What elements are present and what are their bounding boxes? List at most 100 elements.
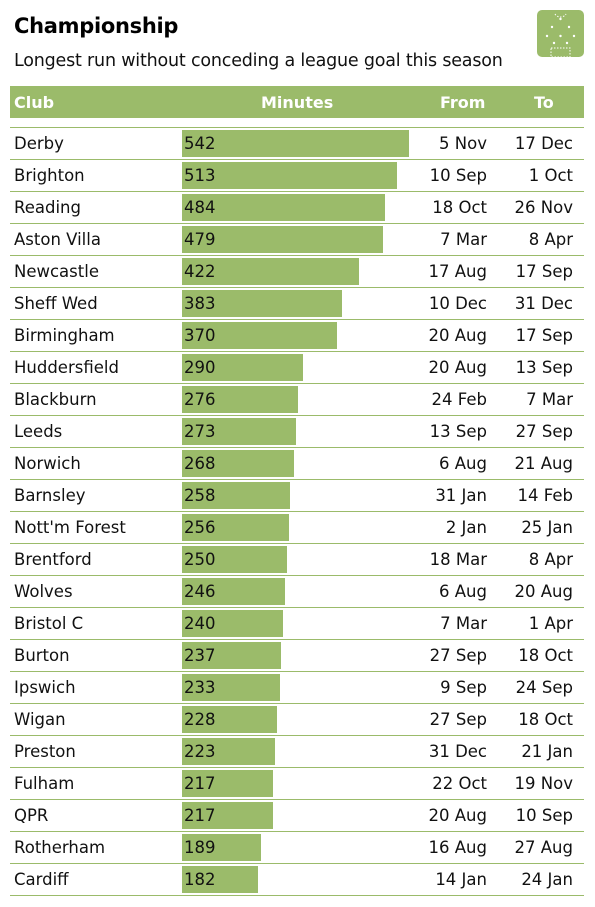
club-name: Birmingham	[14, 326, 115, 345]
table-row: Wolves 246 6 Aug 20 Aug	[10, 575, 584, 607]
header-from: From	[440, 93, 486, 112]
to-date: 31 Dec	[514, 294, 573, 313]
from-date: 2 Jan	[445, 518, 487, 537]
to-date: 17 Sep	[515, 262, 573, 281]
minutes-value: 290	[184, 358, 216, 377]
club-name: Brentford	[14, 550, 92, 569]
minutes-bar	[182, 738, 275, 765]
minutes-bar	[182, 450, 294, 477]
table-row: Blackburn 276 24 Feb 7 Mar	[10, 383, 584, 415]
to-date: 8 Apr	[528, 550, 573, 569]
minutes-bar	[182, 674, 280, 701]
minutes-value: 268	[184, 454, 216, 473]
table-row: Fulham 217 22 Oct 19 Nov	[10, 767, 584, 799]
to-date: 25 Jan	[521, 518, 573, 537]
minutes-value: 233	[184, 678, 216, 697]
minutes-bar	[182, 802, 273, 829]
minutes-bar	[182, 226, 383, 253]
table-row: Leeds 273 13 Sep 27 Sep	[10, 415, 584, 447]
club-name: Newcastle	[14, 262, 99, 281]
to-date: 27 Aug	[514, 838, 573, 857]
from-date: 24 Feb	[431, 390, 487, 409]
header-minutes: Minutes	[261, 93, 334, 112]
minutes-value: 258	[184, 486, 216, 505]
minutes-value: 370	[184, 326, 216, 345]
minutes-value: 422	[184, 262, 216, 281]
club-name: Nott'm Forest	[14, 518, 126, 537]
minutes-bar	[182, 514, 289, 541]
table-row: Barnsley 258 31 Jan 14 Feb	[10, 479, 584, 511]
minutes-bar	[182, 546, 287, 573]
minutes-value: 383	[184, 294, 216, 313]
header-to: To	[534, 93, 554, 112]
from-date: 13 Sep	[429, 422, 487, 441]
from-date: 18 Oct	[432, 198, 487, 217]
from-date: 7 Mar	[440, 230, 487, 249]
header-club: Club	[14, 93, 55, 112]
from-date: 6 Aug	[439, 454, 487, 473]
table-row: Ipswich 233 9 Sep 24 Sep	[10, 671, 584, 703]
minutes-value: 250	[184, 550, 216, 569]
minutes-bar	[182, 706, 277, 733]
from-date: 27 Sep	[429, 646, 487, 665]
club-name: Bristol C	[14, 614, 84, 633]
minutes-value: 217	[184, 806, 216, 825]
from-date: 18 Mar	[429, 550, 487, 569]
to-date: 1 Apr	[528, 614, 573, 633]
to-date: 19 Nov	[514, 774, 573, 793]
minutes-value: 237	[184, 646, 216, 665]
club-name: Huddersfield	[14, 358, 119, 377]
from-date: 14 Jan	[435, 870, 487, 889]
club-name: Burton	[14, 646, 70, 665]
club-name: Aston Villa	[14, 230, 101, 249]
club-name: QPR	[14, 806, 49, 825]
minutes-bar	[182, 258, 359, 285]
minutes-value: 189	[184, 838, 216, 857]
table-row: QPR 217 20 Aug 10 Sep	[10, 799, 584, 831]
to-date: 10 Sep	[515, 806, 573, 825]
table-row: Aston Villa 479 7 Mar 8 Apr	[10, 223, 584, 255]
minutes-bar	[182, 354, 303, 381]
to-date: 13 Sep	[515, 358, 573, 377]
minutes-bar	[182, 770, 273, 797]
table-row: Birmingham 370 20 Aug 17 Sep	[10, 319, 584, 351]
table-row: Wigan 228 27 Sep 18 Oct	[10, 703, 584, 735]
minutes-bar	[182, 866, 258, 893]
minutes-value: 542	[184, 134, 216, 153]
minutes-bar	[182, 386, 298, 413]
table-row: Burton 237 27 Sep 18 Oct	[10, 639, 584, 671]
club-name: Sheff Wed	[14, 294, 98, 313]
minutes-value: 228	[184, 710, 216, 729]
club-name: Ipswich	[14, 678, 76, 697]
minutes-bar	[182, 290, 342, 317]
to-date: 18 Oct	[518, 646, 573, 665]
to-date: 17 Dec	[514, 134, 573, 153]
from-date: 22 Oct	[432, 774, 487, 793]
club-name: Rotherham	[14, 838, 106, 857]
minutes-value: 513	[184, 166, 216, 185]
to-date: 27 Sep	[515, 422, 573, 441]
to-date: 7 Mar	[526, 390, 573, 409]
table-row: Reading 484 18 Oct 26 Nov	[10, 191, 584, 223]
to-date: 18 Oct	[518, 710, 573, 729]
to-date: 17 Sep	[515, 326, 573, 345]
club-name: Brighton	[14, 166, 85, 185]
club-name: Norwich	[14, 454, 81, 473]
from-date: 7 Mar	[440, 614, 487, 633]
club-name: Wigan	[14, 710, 66, 729]
minutes-bar	[182, 482, 290, 509]
minutes-value: 223	[184, 742, 216, 761]
to-date: 24 Sep	[515, 678, 573, 697]
to-date: 8 Apr	[528, 230, 573, 249]
club-name: Leeds	[14, 422, 63, 441]
club-name: Fulham	[14, 774, 75, 793]
to-date: 26 Nov	[514, 198, 573, 217]
table-row: Derby 542 5 Nov 17 Dec	[10, 127, 584, 159]
table-body: Derby 542 5 Nov 17 Dec Brighton 513 10 Sep 1 Oc…	[10, 127, 584, 896]
football-pitch-icon	[537, 10, 584, 57]
minutes-value: 273	[184, 422, 216, 441]
table-row: Bristol C 240 7 Mar 1 Apr	[10, 607, 584, 639]
minutes-bar	[182, 322, 337, 349]
from-date: 9 Sep	[440, 678, 487, 697]
from-date: 27 Sep	[429, 710, 487, 729]
